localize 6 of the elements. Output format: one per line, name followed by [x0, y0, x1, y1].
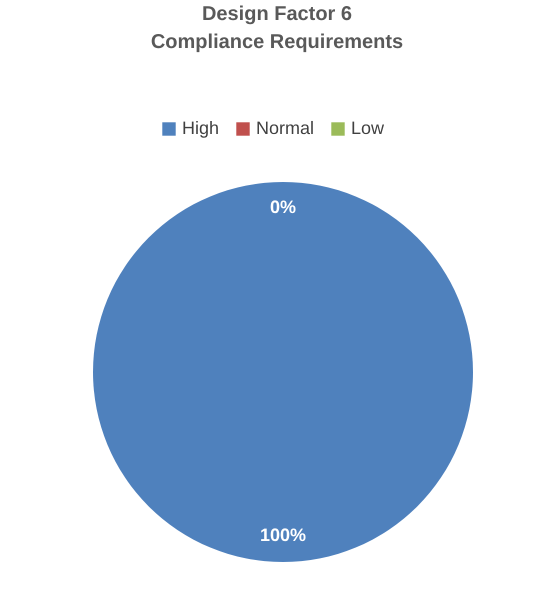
text: 0%: [270, 197, 296, 217]
legend-label: Low: [351, 118, 386, 138]
chart-title: Design Factor 6 Compliance Requirements: [150, 3, 404, 53]
legend-label: Normal: [256, 118, 314, 138]
data-label: 100%: [260, 525, 306, 545]
legend-label: High: [182, 118, 220, 138]
